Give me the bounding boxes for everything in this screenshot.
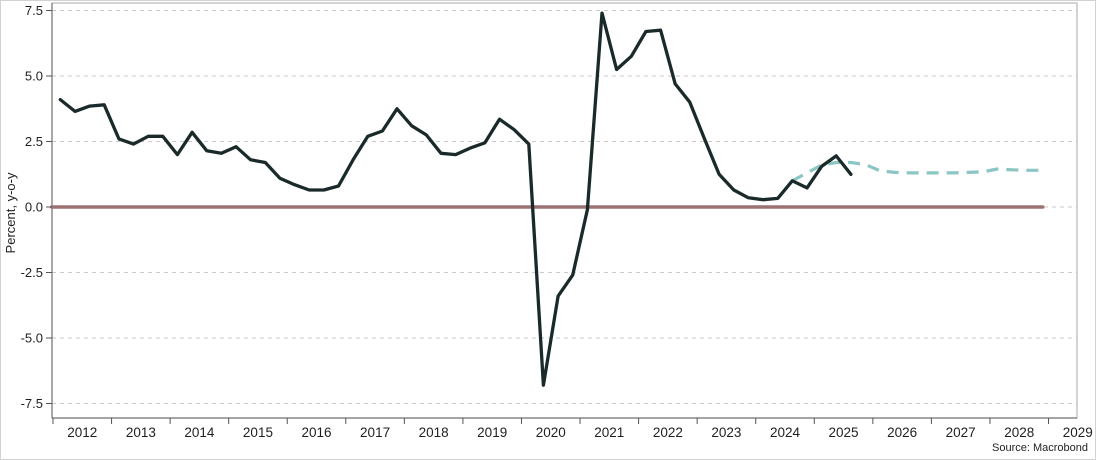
x-tick-label: 2028 <box>1004 425 1034 440</box>
x-tick-label: 2025 <box>829 425 859 440</box>
x-tick-label: 2014 <box>184 425 215 440</box>
y-axis-ticks: 7.5 5.0 2.5 0.0 -2.5 -5.0 -7.5 <box>21 3 52 411</box>
y-tick-label: 7.5 <box>25 3 43 18</box>
y-axis-title: Percent, y-o-y <box>3 172 18 253</box>
x-tick-label: 2026 <box>887 425 917 440</box>
x-tick-label: 2029 <box>1063 425 1093 440</box>
plot-border-rect <box>51 2 1078 419</box>
x-tick-label: 2012 <box>67 425 97 440</box>
x-tick-label: 2016 <box>301 425 331 440</box>
x-tick-label: 2022 <box>653 425 683 440</box>
data-series <box>49 11 1045 387</box>
y-tick-label: 0.0 <box>25 200 43 215</box>
x-tick-label: 2015 <box>243 425 273 440</box>
x-tick-label: 2018 <box>419 425 449 440</box>
source-note: Source: Macrobond <box>992 442 1088 454</box>
y-tick-label: -7.5 <box>21 396 43 411</box>
history-line <box>58 11 853 387</box>
plot-border <box>51 2 1078 419</box>
x-tick-label: 2027 <box>946 425 976 440</box>
x-tick-label: 2024 <box>770 425 801 440</box>
x-tick-label: 2013 <box>126 425 156 440</box>
x-tick-label: 2017 <box>360 425 390 440</box>
x-tick-label: 2021 <box>594 425 624 440</box>
y-tick-label: 5.0 <box>25 69 43 84</box>
x-axis-ticks: 2012 2013 2014 2015 2016 2017 2018 2019 2020 2021… <box>52 418 1093 440</box>
x-tick-label: 2023 <box>711 425 741 440</box>
x-tick-label: 2020 <box>536 425 566 440</box>
y-tick-label: 2.5 <box>25 134 43 149</box>
forecast-line <box>791 160 1042 183</box>
x-tick-label: 2019 <box>477 425 507 440</box>
y-tick-label: -2.5 <box>21 265 43 280</box>
y-tick-label: -5.0 <box>21 331 43 346</box>
